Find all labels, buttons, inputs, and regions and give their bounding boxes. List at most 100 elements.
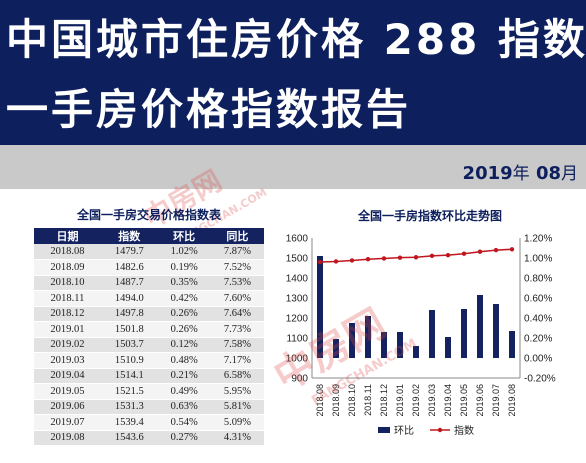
x-tick-label: 2019.07 [491, 384, 501, 417]
y-left-tick-label: 1600 [286, 234, 309, 245]
point-index [477, 249, 483, 254]
cell-date: 2018.10 [34, 275, 101, 291]
y-left-tick-label: 1500 [286, 254, 309, 265]
cell-yoy: 7.73% [210, 321, 264, 338]
y-right-tick-label: 1.00% [524, 254, 552, 265]
cell-yoy: 7.52% [210, 259, 264, 276]
cell-index: 1543.6 [100, 430, 158, 446]
cell-mom: 0.27% [157, 430, 211, 446]
point-index [461, 251, 467, 256]
chart-title: 全国一手房指数环比走势图 [357, 209, 502, 223]
x-tick-label: 2018.08 [315, 384, 325, 417]
cell-mom: 0.26% [157, 306, 211, 322]
cell-date: 2018.08 [34, 244, 101, 260]
x-tick-label: 2018.11 [363, 384, 373, 416]
cell-date: 2019.08 [34, 430, 101, 446]
bar-mom [333, 339, 339, 358]
bar-mom [397, 332, 403, 358]
x-tick-label: 2018.12 [379, 384, 389, 417]
table-row: 2018.12 1497.8 0.26% 7.64% [34, 306, 264, 322]
cell-mom: 1.02% [157, 244, 211, 260]
cell-index: 1503.7 [100, 337, 158, 353]
cell-yoy: 5.81% [210, 399, 264, 415]
bar-mom [381, 332, 387, 358]
report-title-line2: 一手房价格指数报告 [6, 85, 412, 134]
cell-yoy: 7.87% [210, 244, 264, 260]
point-index [509, 247, 515, 252]
bar-mom [349, 323, 355, 358]
cell-mom: 0.35% [157, 275, 211, 291]
point-index [429, 253, 435, 259]
table-body: 2018.08 1479.7 1.02% 7.87% 2018.09 1482.6 0.19… [34, 244, 264, 446]
x-tick-label: 2019.04 [443, 384, 453, 417]
report-header: 中国城市住房价格 288 指数 一手房价格指数报告 [0, 0, 586, 145]
table-row: 2018.11 1494.0 0.42% 7.60% [34, 290, 264, 307]
point-index [365, 257, 371, 262]
cell-date: 2019.05 [34, 383, 101, 400]
date-year-unit: 年 [512, 164, 530, 184]
x-tick-label: 2019.05 [459, 384, 469, 417]
x-tick-label: 2019.06 [475, 384, 485, 417]
y-right-tick-label: 0.40% [524, 314, 552, 325]
legend-label-mom: 环比 [394, 425, 414, 437]
point-index [397, 255, 403, 260]
cell-date: 2019.02 [34, 337, 101, 353]
bar-mom [317, 256, 323, 358]
y-right-tick-label: 0.20% [524, 334, 552, 345]
column-header-mom: 环比 [157, 228, 211, 244]
cell-mom: 0.26% [157, 321, 211, 338]
table-row: 2019.07 1539.4 0.54% 5.09% [34, 414, 264, 431]
mom-trend-chart: 900 1000 1100 1200 1300 1400 1500 1600 -0.20% 0.0… [286, 234, 556, 438]
table-row: 2019.01 1501.8 0.26% 7.73% [34, 321, 264, 338]
cell-mom: 0.19% [157, 259, 211, 276]
cell-index: 1539.4 [100, 414, 158, 431]
date-month: 08 [535, 163, 561, 184]
y-right-tick-label: 0.60% [524, 294, 552, 305]
report-title-line1: 中国城市住房价格 288 指数 [6, 15, 586, 64]
table-row: 2019.03 1510.9 0.48% 7.17% [34, 352, 264, 369]
bar-mom [429, 310, 435, 358]
cell-yoy: 4.31% [210, 430, 264, 446]
cell-date: 2019.03 [34, 352, 101, 369]
y-left-tick-label: 900 [291, 374, 308, 385]
table-header-row: 日期 指数 环比 同比 [34, 228, 264, 244]
cell-date: 2018.12 [34, 306, 101, 322]
y-right-tick-label: 0.00% [524, 354, 552, 365]
cell-yoy: 7.60% [210, 290, 264, 307]
cell-index: 1521.5 [100, 383, 158, 400]
y-left-tick-label: 1200 [286, 314, 309, 325]
cell-yoy: 7.53% [210, 275, 264, 291]
x-tick-label: 2019.03 [427, 384, 437, 417]
y-left-tick-label: 1000 [286, 354, 309, 365]
x-tick-label: 2019.08 [507, 384, 517, 417]
cell-yoy: 5.09% [210, 414, 264, 431]
bar-mom [477, 295, 483, 358]
cell-mom: 0.49% [157, 383, 211, 400]
cell-yoy: 7.64% [210, 306, 264, 322]
point-index [349, 258, 355, 263]
table-row: 2018.10 1487.7 0.35% 7.53% [34, 275, 264, 291]
table-row: 2019.08 1543.6 0.27% 4.31% [34, 430, 264, 446]
price-index-table: 日期 指数 环比 同比 2018.08 1479.7 1.02% 7.87% 2018.… [34, 228, 264, 446]
x-tick-label: 2019.01 [395, 384, 405, 417]
x-tick-label: 2018.09 [331, 384, 341, 417]
column-header-yoy: 同比 [210, 228, 264, 244]
cell-yoy: 5.95% [210, 383, 264, 400]
legend-label-index: 指数 [454, 424, 474, 437]
cell-index: 1514.1 [100, 368, 158, 384]
cell-mom: 0.54% [157, 414, 211, 431]
cell-index: 1510.9 [100, 352, 158, 369]
date-month-unit: 月 [561, 164, 578, 184]
point-index [445, 252, 451, 258]
bar-mom [413, 346, 419, 358]
table-row: 2018.09 1482.6 0.19% 7.52% [34, 259, 264, 276]
y-left-tick-label: 1400 [286, 274, 309, 285]
x-tick-label: 2018.10 [347, 384, 357, 417]
cell-date: 2019.07 [34, 414, 101, 431]
table-title: 全国一手房交易价格指数表 [76, 208, 221, 222]
cell-yoy: 7.58% [210, 337, 264, 353]
cell-date: 2019.04 [34, 368, 101, 384]
report-date: 2019年 08月 [0, 160, 586, 188]
cell-date: 2019.01 [34, 321, 101, 338]
y-right-tick-label: -0.20% [524, 374, 556, 385]
